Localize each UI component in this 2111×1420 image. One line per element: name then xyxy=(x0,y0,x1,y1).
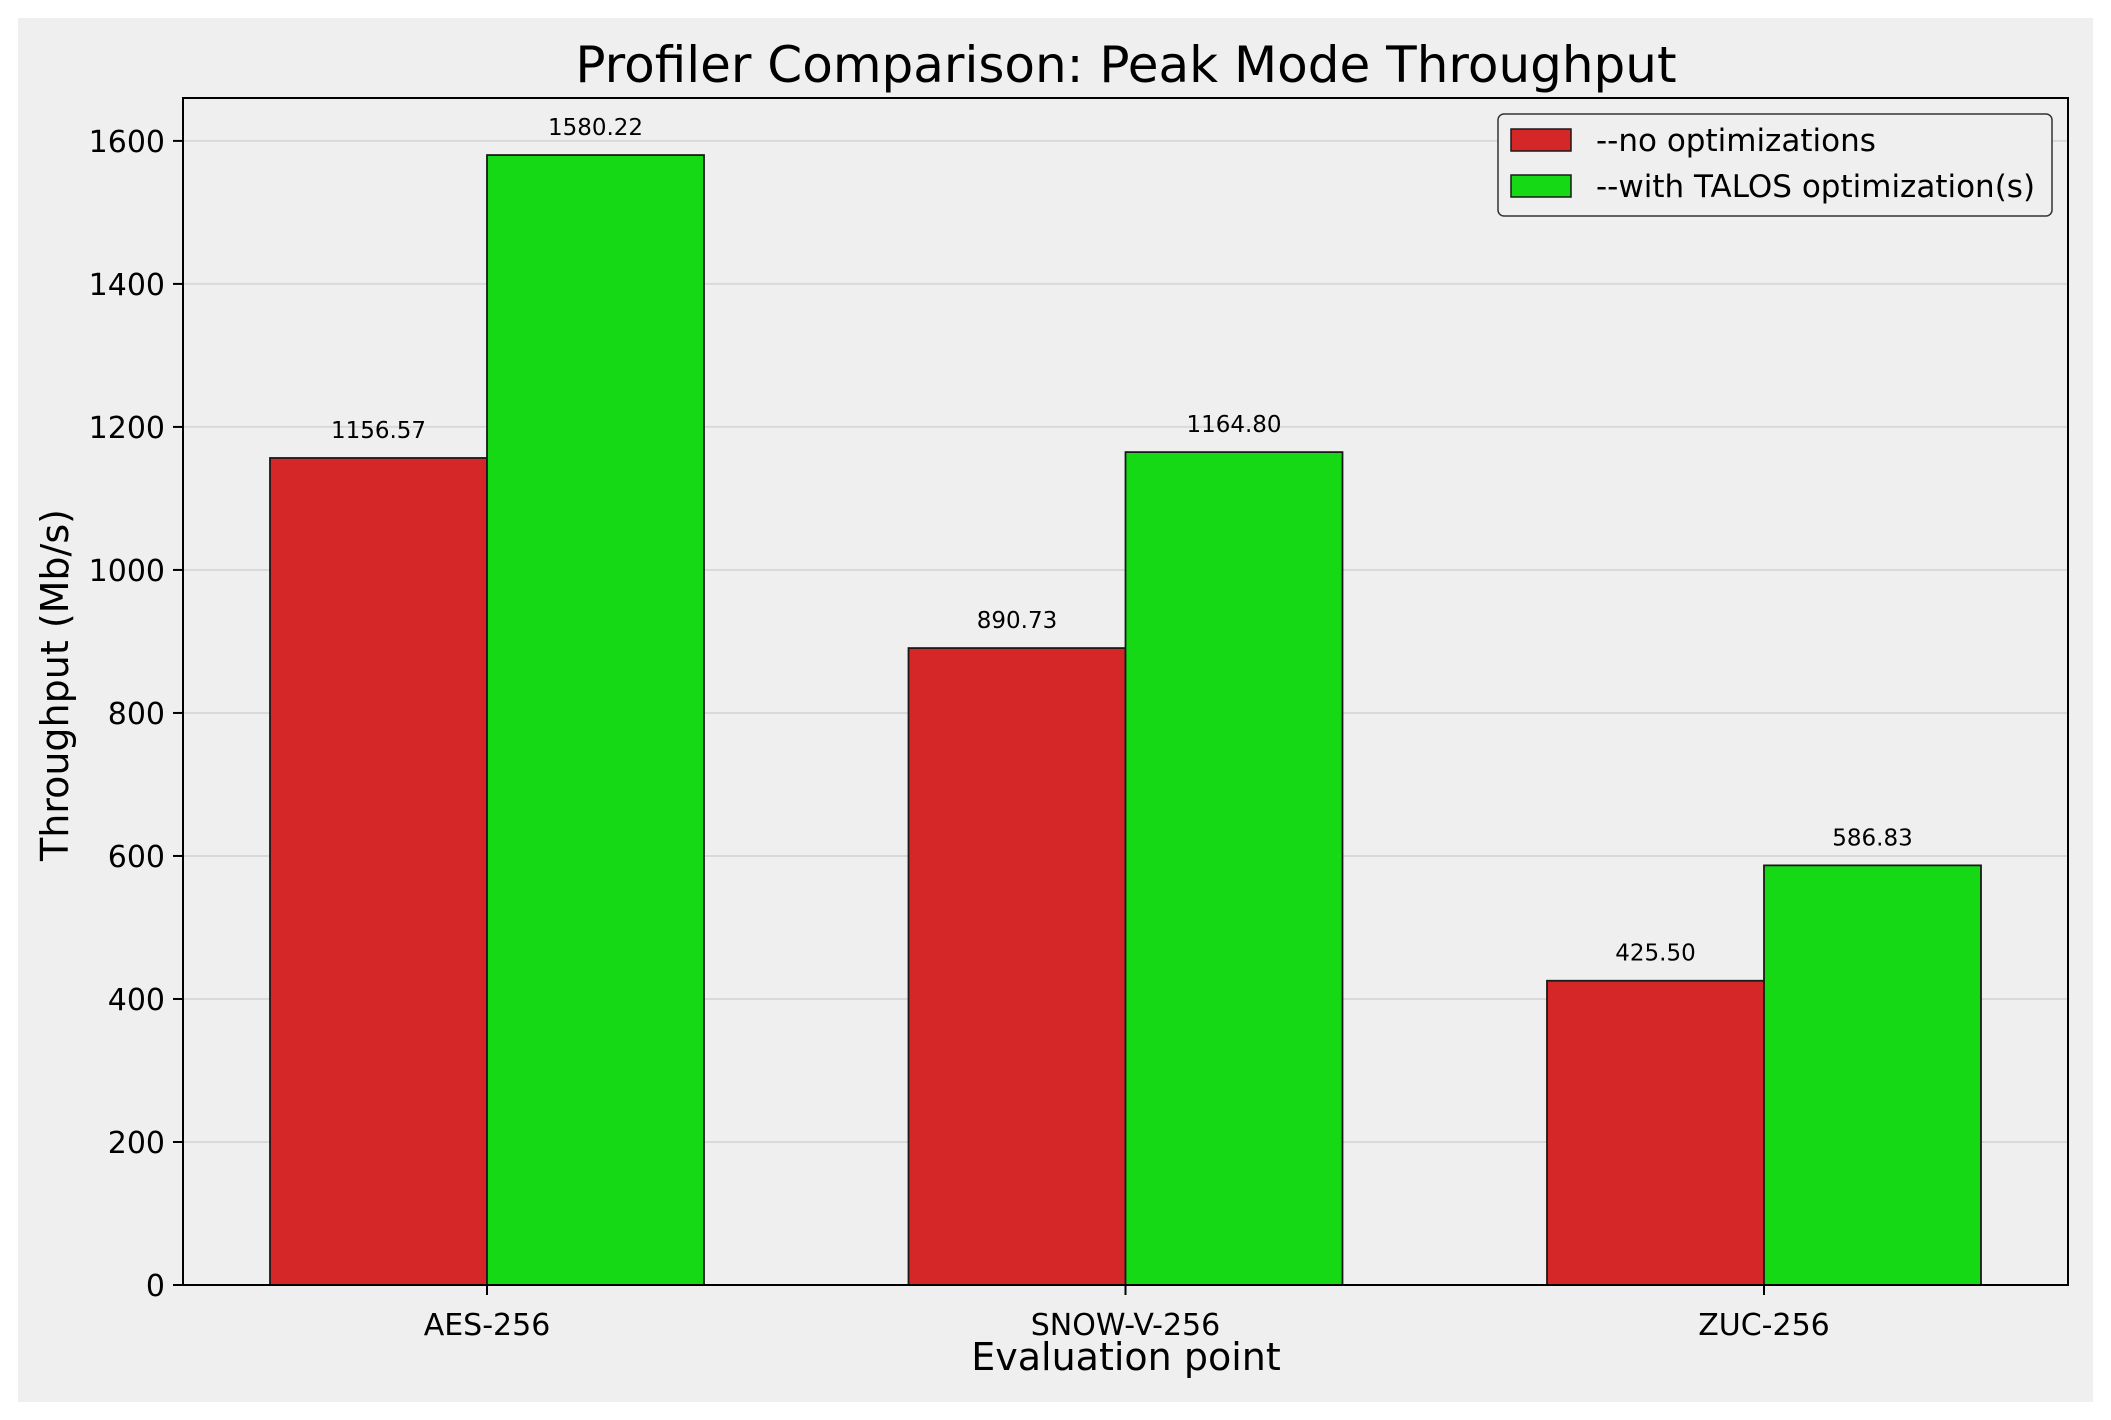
legend-swatch-series-2 xyxy=(1510,174,1572,198)
legend-label-series-1: --no optimizations xyxy=(1596,123,1876,159)
chart-title: Profiler Comparison: Peak Mode Throughpu… xyxy=(575,36,1676,94)
y-tick-label: 1000 xyxy=(89,554,165,589)
bar-snow-v-256-series-1 xyxy=(907,647,1127,1286)
bar-aes-256-series-1 xyxy=(269,457,488,1286)
bar-snow-v-256-series-2 xyxy=(1124,451,1344,1286)
y-tick-label: 0 xyxy=(146,1269,165,1304)
bar-value-label: 1156.57 xyxy=(331,418,426,444)
y-tick-label: 200 xyxy=(108,1126,165,1161)
bar-value-label: 586.83 xyxy=(1832,825,1912,851)
bar-zuc-256-series-1 xyxy=(1546,979,1765,1286)
x-axis-label: Evaluation point xyxy=(971,1335,1281,1379)
bars xyxy=(269,154,1982,1286)
y-tick-label: 800 xyxy=(108,697,165,732)
y-tick-label: 1400 xyxy=(89,268,165,303)
bar-aes-256-series-2 xyxy=(486,154,705,1286)
legend: --no optimizations --with TALOS optimizat… xyxy=(1497,113,2053,217)
bar-value-label: 1164.80 xyxy=(1186,412,1281,438)
y-axis-ticks: 0 200 400 600 800 1000 1200 1400 1600 xyxy=(89,125,183,1304)
legend-box xyxy=(1497,113,2053,217)
bar-zuc-256-series-2 xyxy=(1763,864,1982,1286)
x-tick-label: SNOW-V-256 xyxy=(1031,1308,1220,1343)
y-tick-label: 1200 xyxy=(89,411,165,446)
bar-value-label: 1580.22 xyxy=(548,115,643,141)
y-tick-label: 1600 xyxy=(89,125,165,160)
y-tick-label: 600 xyxy=(108,840,165,875)
bar-value-label: 425.50 xyxy=(1615,941,1695,967)
bar-value-label: 890.73 xyxy=(977,608,1057,634)
data-labels: 1156.57 1580.22 890.73 1164.80 425.50 586.83 xyxy=(331,115,1913,967)
x-tick-label: ZUC-256 xyxy=(1698,1308,1830,1343)
legend-label-series-2: --with TALOS optimization(s) xyxy=(1596,169,2035,205)
x-axis-ticks: AES-256 SNOW-V-256 ZUC-256 xyxy=(424,1285,1830,1343)
y-tick-label: 400 xyxy=(108,983,165,1018)
legend-swatch-series-1 xyxy=(1510,128,1572,152)
y-axis-label: Throughput (Mb/s) xyxy=(33,509,77,862)
x-tick-label: AES-256 xyxy=(424,1308,551,1343)
